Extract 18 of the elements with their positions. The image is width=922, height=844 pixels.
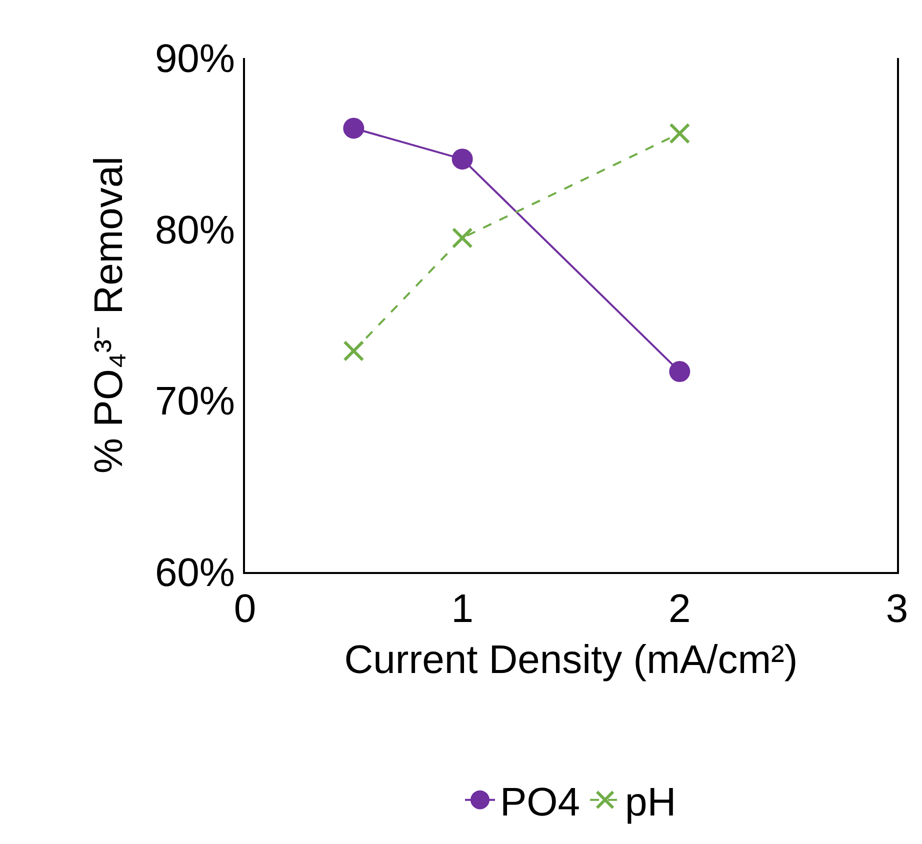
point <box>343 118 364 139</box>
legend-label: pH <box>625 780 676 824</box>
point <box>669 361 690 382</box>
y-tick-label: 70% <box>154 380 235 424</box>
x-tick-label: 3 <box>886 587 908 631</box>
point <box>669 122 690 144</box>
x-tick-label: 0 <box>234 587 256 631</box>
y-tick-label: 80% <box>154 208 235 252</box>
y-tick-label: 90% <box>154 37 235 81</box>
x-axis-title: Current Density (mA/cm²) <box>344 638 798 682</box>
point <box>343 340 364 362</box>
point <box>452 227 473 248</box>
x-tick-label: 2 <box>668 587 691 631</box>
x-tick-label: 1 <box>451 587 474 631</box>
point <box>452 148 473 170</box>
y-tick-label: 60% <box>154 551 235 595</box>
legend-label: PO4 <box>500 780 580 824</box>
y-axis-title: % PO₄³⁻ Removal <box>86 156 131 474</box>
